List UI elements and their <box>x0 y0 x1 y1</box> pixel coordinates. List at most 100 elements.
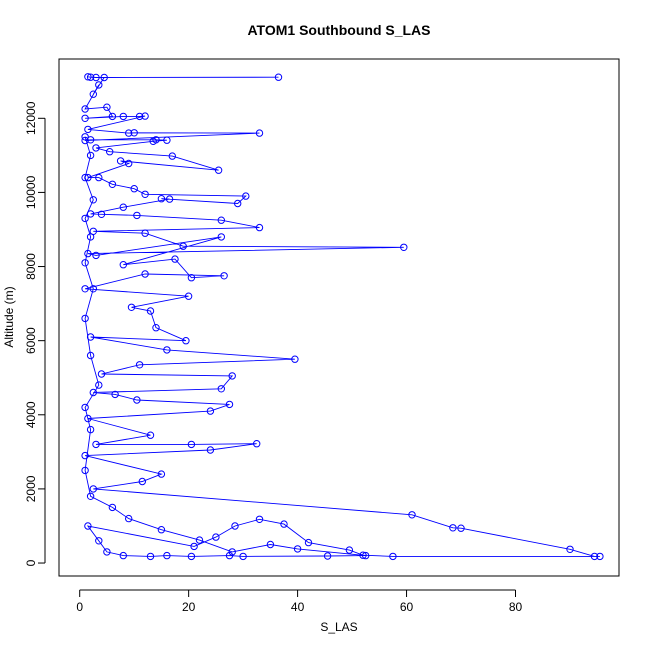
data-point <box>116 157 125 165</box>
data-point <box>92 144 100 152</box>
data-point <box>86 233 95 241</box>
x-axis-label: S_LAS <box>320 620 357 634</box>
data-point <box>106 148 114 156</box>
data-point <box>89 90 98 98</box>
data-point <box>163 136 171 144</box>
data-point <box>92 251 100 260</box>
data-point <box>81 105 89 113</box>
data-point <box>86 425 95 434</box>
data-point <box>449 524 457 532</box>
data-point <box>225 400 234 409</box>
series-line <box>84 76 600 557</box>
data-point <box>291 355 299 363</box>
data-point <box>84 73 92 81</box>
data-point <box>138 477 147 486</box>
y-tick-label: 12000 <box>24 101 38 135</box>
data-point <box>95 81 103 89</box>
data-point <box>81 259 89 267</box>
data-point <box>146 307 155 315</box>
data-point <box>234 199 242 208</box>
data-point <box>97 370 106 378</box>
data-point <box>255 129 264 137</box>
data-point <box>119 261 128 269</box>
data-point <box>293 545 302 553</box>
data-point <box>187 274 196 282</box>
data-point <box>108 112 117 121</box>
data-point <box>84 414 92 423</box>
plot-frame <box>58 58 620 577</box>
data-point <box>130 185 138 193</box>
data-point <box>217 233 226 241</box>
data-point <box>125 159 133 168</box>
data-point <box>86 492 95 500</box>
chart-title: ATOM1 Southbound S_LAS <box>247 22 430 38</box>
data-point <box>190 542 198 551</box>
data-point <box>92 440 100 449</box>
data-point <box>179 242 187 250</box>
data-point <box>157 195 166 203</box>
data-point <box>359 551 367 559</box>
data-point <box>141 112 149 120</box>
data-point <box>119 112 128 121</box>
data-point <box>280 520 288 528</box>
data-point <box>135 112 144 121</box>
data-point <box>81 466 89 475</box>
data-point <box>255 515 264 523</box>
data-point <box>182 337 190 345</box>
data-point <box>389 552 397 561</box>
data-point <box>231 522 239 530</box>
data-point <box>206 446 215 454</box>
data-point <box>89 388 98 397</box>
data-point <box>274 73 283 81</box>
data-point <box>84 173 92 182</box>
y-tick-label: 8000 <box>24 253 38 280</box>
data-point <box>141 229 149 237</box>
data-point <box>81 451 89 460</box>
data-point <box>81 285 89 293</box>
data-point <box>84 522 92 530</box>
data-point <box>168 152 177 160</box>
data-point <box>84 125 92 134</box>
y-tick-label: 2000 <box>24 475 38 502</box>
data-point <box>239 552 247 561</box>
data-point <box>133 396 141 404</box>
y-axis: 0 2000 4000 6000 8000 10000 12000 <box>24 101 46 566</box>
data-point <box>171 255 179 263</box>
data-point <box>228 372 236 380</box>
data-point <box>125 514 133 523</box>
data-point <box>86 210 95 218</box>
data-point <box>92 73 100 82</box>
data-point <box>408 511 416 519</box>
y-tick-label: 0 <box>24 559 38 566</box>
data-point <box>217 216 226 224</box>
data-point <box>81 403 89 412</box>
data-point <box>157 526 166 534</box>
data-point <box>81 214 89 223</box>
data-point <box>146 431 155 439</box>
data-point <box>84 249 92 258</box>
y-axis-label: Altitude (m) <box>2 286 16 347</box>
data-point <box>89 485 98 493</box>
data-point <box>214 166 223 174</box>
data-point <box>119 203 128 211</box>
x-tick-label: 20 <box>182 600 196 614</box>
data-point <box>400 243 408 252</box>
data-point <box>266 540 275 549</box>
data-point <box>81 314 89 323</box>
data-point <box>86 151 95 160</box>
x-axis: 0 20 40 60 80 <box>76 589 522 614</box>
data-point <box>362 551 370 560</box>
data-point <box>323 552 332 560</box>
data-point <box>97 210 106 219</box>
data-point <box>135 361 144 369</box>
data-point <box>89 285 98 293</box>
data-point <box>95 537 103 545</box>
data-point <box>187 552 196 561</box>
data-point <box>165 195 174 203</box>
x-tick-label: 60 <box>400 600 414 614</box>
data-point <box>149 137 157 146</box>
data-point <box>242 192 250 200</box>
data-series <box>81 73 604 561</box>
data-point <box>157 470 166 478</box>
